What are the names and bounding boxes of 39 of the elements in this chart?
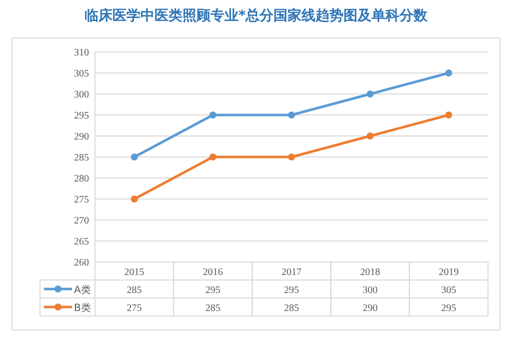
point	[209, 154, 216, 160]
data-label: 275	[126, 303, 142, 314]
x-tick-label: 2017	[282, 267, 302, 278]
y-tick-label: 280	[74, 174, 89, 184]
point	[130, 154, 138, 160]
y-tick-label: 285	[74, 152, 89, 164]
y-tick-label: 260	[74, 258, 89, 268]
point	[366, 132, 374, 140]
data-label: 285	[126, 285, 142, 296]
legend-label: A类	[74, 284, 91, 296]
y-tick-label: 305	[74, 68, 89, 80]
data-label: 295	[205, 285, 220, 296]
y-tick-label: 270	[74, 216, 89, 226]
y-tick-label: 310	[74, 48, 89, 58]
x-tick-label: 2015	[124, 267, 144, 278]
x-tick-label: 2018	[360, 267, 380, 278]
point	[445, 112, 452, 118]
point	[209, 112, 216, 118]
point	[445, 70, 452, 76]
y-tick-label: 290	[74, 132, 89, 142]
legend-label: B类	[74, 302, 91, 314]
data-label: 290	[362, 303, 378, 314]
x-tick-label: 2016	[202, 267, 223, 278]
y-tick-label: 295	[74, 110, 89, 122]
data-label: 285	[284, 303, 299, 314]
point	[130, 196, 138, 202]
data-label: 305	[441, 285, 456, 296]
chart-title: 临床医学中医类照顾专业*总分国家线趋势图及单科分数	[84, 7, 429, 24]
data-label: 295	[284, 285, 299, 296]
point	[288, 112, 295, 118]
y-tick-label: 275	[74, 194, 89, 206]
y-tick-label: 300	[74, 90, 89, 100]
x-tick-label: 2019	[438, 267, 459, 278]
data-label: 300	[362, 285, 378, 296]
data-label: 295	[441, 303, 456, 314]
point	[288, 154, 295, 160]
y-tick-label: 265	[74, 236, 89, 248]
data-label: 285	[205, 303, 220, 314]
point	[366, 90, 374, 98]
